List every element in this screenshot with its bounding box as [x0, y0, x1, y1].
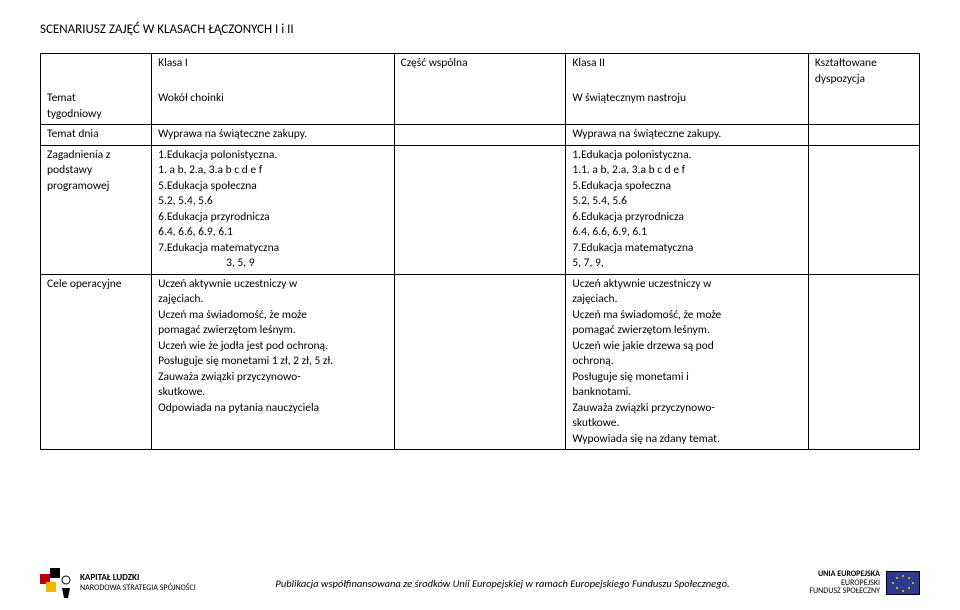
cell-r3-c1: 1.Edukacja polonistyczna. 1. a b, 2.a, 3… — [152, 145, 394, 274]
cell-r1-c2 — [394, 89, 566, 125]
cell-r1-c4 — [808, 89, 919, 125]
table-row: Klasa I Część wspólna Klasa II Kształtow… — [41, 54, 920, 90]
cell-r3-c4 — [808, 145, 919, 274]
cell-header-klasa2: Klasa II — [566, 54, 808, 90]
table-row: Temat dnia Wyprawa na świąteczne zakupy.… — [41, 125, 920, 146]
eu-line3: FUNDUSZ SPOŁECZNY — [809, 587, 880, 596]
cell-r2-c1: Wyprawa na świąteczne zakupy. — [152, 125, 394, 146]
cell-r1-c1: Wokół choinki — [152, 89, 394, 125]
cell-r4-c2 — [394, 274, 566, 450]
cell-r4-c3: Uczeń aktywnie uczestniczy w zajęciach. … — [566, 274, 808, 450]
logo-kl-sub: NARODOWA STRATEGIA SPÓJNOŚCI — [80, 583, 196, 593]
lesson-table: Klasa I Część wspólna Klasa II Kształtow… — [40, 53, 920, 450]
eu-flag-icon — [886, 571, 920, 595]
cell-r3-c2 — [394, 145, 566, 274]
table-row: Zagadnienia z podstawy programowej 1.Edu… — [41, 145, 920, 274]
logo-eu: UNIA EUROPEJSKA EUROPEJSKI FUNDUSZ SPOŁE… — [809, 570, 920, 596]
cell-label-zagadnienia: Zagadnienia z podstawy programowej — [41, 145, 152, 274]
cell-label-temat-tyg: Temat tygodniowy — [41, 89, 152, 125]
cell-blank — [41, 54, 152, 90]
text: 1.Edukacja polonistyczna. 1. a b, 2.a, 3… — [158, 148, 279, 255]
cell-r2-c2 — [394, 125, 566, 146]
text-indent: 3, 5, 9 — [158, 256, 387, 272]
cell-r4-c4 — [808, 274, 919, 450]
table-row: Temat tygodniowy Wokół choinki W świątec… — [41, 89, 920, 125]
table-row: Cele operacyjne Uczeń aktywnie uczestnic… — [41, 274, 920, 450]
logo-kl-title: KAPITAŁ LUDZKI — [80, 573, 196, 583]
logo-kl-icon — [40, 566, 74, 600]
footer-text: Publikacja współfinansowana ze środków U… — [196, 577, 810, 590]
cell-header-klasa1: Klasa I — [152, 54, 394, 90]
cell-r2-c4 — [808, 125, 919, 146]
page-title: SCENARIUSZ ZAJĘĆ W KLASACH ŁĄCZONYCH I i… — [40, 22, 920, 37]
page-footer: KAPITAŁ LUDZKI NARODOWA STRATEGIA SPÓJNO… — [40, 566, 920, 600]
cell-r2-c3: Wyprawa na świąteczne zakupy. — [566, 125, 808, 146]
cell-r1-c3: W świątecznym nastroju — [566, 89, 808, 125]
text: dyspozycja — [815, 72, 865, 86]
cell-label-cele: Cele operacyjne — [41, 274, 152, 450]
cell-label-temat-dnia: Temat dnia — [41, 125, 152, 146]
text: Kształtowane — [815, 56, 877, 70]
logo-kapital-ludzki: KAPITAŁ LUDZKI NARODOWA STRATEGIA SPÓJNO… — [40, 566, 196, 600]
cell-r4-c1: Uczeń aktywnie uczestniczy w zajęciach. … — [152, 274, 394, 450]
cell-r3-c3: 1.Edukacja polonistyczna. 1.1. a b, 2.a,… — [566, 145, 808, 274]
cell-header-wspolna: Część wspólna — [394, 54, 566, 90]
cell-header-dyspozycja: Kształtowane dyspozycja — [808, 54, 919, 90]
